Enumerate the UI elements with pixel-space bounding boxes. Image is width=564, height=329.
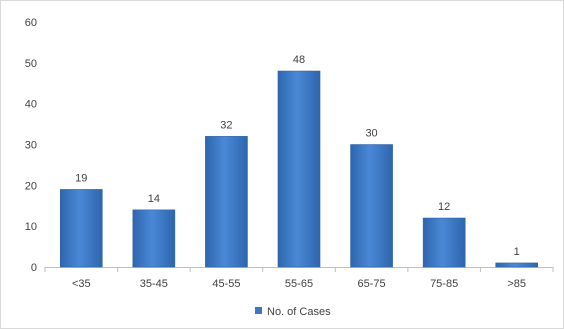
y-tick-label-6: 60 [25,17,37,29]
x-tick-label-1: 35-45 [140,278,168,290]
x-tick-label-3: 55-65 [285,278,313,290]
data-label-4: 30 [365,128,377,140]
legend-label: No. of Cases [267,306,331,318]
y-tick-label-4: 40 [25,99,37,111]
y-tick-label-1: 10 [25,221,37,233]
data-label-3: 48 [293,54,305,66]
legend-swatch [255,307,262,314]
data-label-1: 14 [148,193,160,205]
legend: No. of Cases [255,306,331,318]
y-tick-label-2: 20 [25,180,37,192]
x-tick-label-6: >85 [507,278,526,290]
x-tick-label-4: 65-75 [358,278,386,290]
y-tick-label-0: 0 [31,262,37,274]
bar-1 [132,209,176,268]
x-axis: <35 35-45 45-55 55-65 65-75 75-85 >85 [44,267,554,290]
y-tick-label-5: 50 [25,58,37,70]
bars [59,70,539,268]
y-axis: 0 10 20 30 40 50 60 [25,17,37,274]
x-tick-label-5: 75-85 [430,278,458,290]
y-tick-label-3: 30 [25,140,37,152]
x-tick-label-2: 45-55 [212,278,240,290]
data-label-0: 19 [75,172,87,184]
data-labels: 19 14 32 48 30 12 1 [75,54,520,258]
bar-6 [495,262,539,268]
bar-4 [350,144,393,268]
bar-3 [277,70,321,268]
data-label-6: 1 [514,246,520,258]
x-tick-label-0: <35 [72,278,91,290]
bar-2 [205,136,248,268]
data-label-2: 32 [220,119,232,131]
bar-5 [422,217,466,268]
data-label-5: 12 [438,201,450,213]
bar-0 [59,189,103,268]
